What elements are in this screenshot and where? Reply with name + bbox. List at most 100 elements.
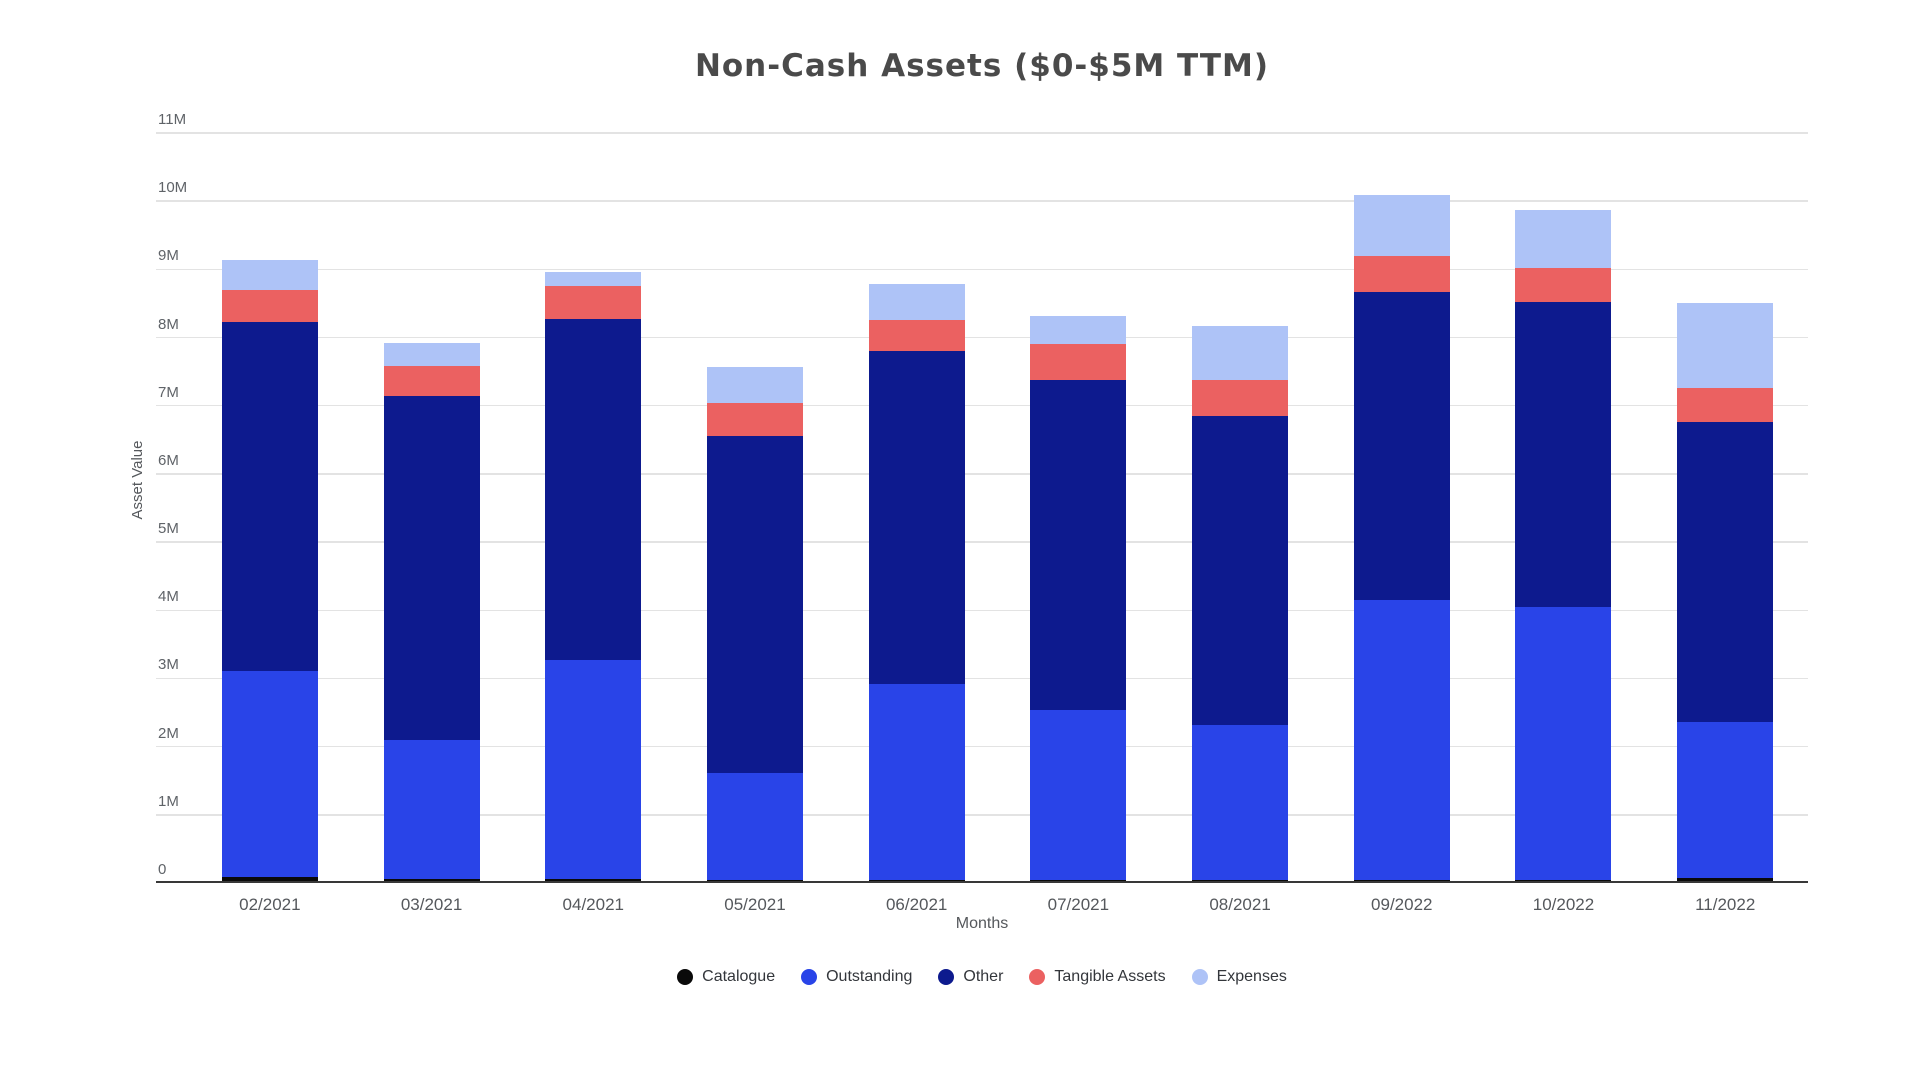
x-axis-tick-labels: 02/2021 03/2021 04/2021 05/2021 06/2021 07/20… [189,895,1806,915]
legend-item-catalogue[interactable]: Catalogue [677,968,775,986]
bar-segment-expenses[interactable] [221,260,318,291]
bar-segment-tangible-assets[interactable] [1677,388,1774,423]
bar-06/2021[interactable] [868,284,965,882]
bar-slot [836,133,998,882]
y-tick-label: 5M [158,520,179,538]
bar-segment-outstanding[interactable] [1515,606,1612,880]
bar-segment-other[interactable] [1515,301,1612,607]
bar-segment-tangible-assets[interactable] [1030,344,1127,381]
bar-slot [1483,133,1645,882]
x-tick-label: 02/2021 [239,895,301,914]
bar-07/2021[interactable] [1030,316,1127,882]
legend-label: Expenses [1216,968,1287,985]
legend-item-expenses[interactable]: Expenses [1191,968,1287,986]
bar-slot [674,133,836,882]
bar-segment-tangible-assets[interactable] [1515,268,1612,302]
y-tick-label: 8M [158,315,179,333]
y-axis-title: Asset Value [129,440,146,520]
bar-segment-expenses[interactable] [706,366,803,403]
legend-item-other[interactable]: Other [938,968,1003,986]
gridline [156,336,1808,339]
bar-segment-outstanding[interactable] [545,659,642,880]
chart-title: Non-Cash Assets ($0-$5M TTM) [694,48,1270,84]
gridline [156,609,1808,612]
bar-segment-outstanding[interactable] [221,670,318,877]
y-tick-label: 2M [158,724,179,742]
legend-swatch-icon [801,969,818,985]
y-tick-label: 1M [158,792,179,810]
gridline [156,268,1808,271]
bar-slot [351,133,513,882]
x-tick-label: 08/2021 [1209,895,1271,914]
gridline [156,473,1808,475]
x-axis-line [156,880,1808,883]
bar-segment-tangible-assets[interactable] [706,402,803,437]
chart-legend: Catalogue Outstanding Other Tangible Assets… [156,968,1808,986]
bar-11/2022[interactable] [1677,303,1774,882]
legend-swatch-icon [1191,969,1208,985]
gridline [156,200,1808,202]
bar-segment-other[interactable] [868,350,965,684]
bar-segment-catalogue[interactable] [221,876,318,882]
bar-segment-tangible-assets[interactable] [383,365,480,396]
legend-swatch-icon [677,969,694,985]
bar-segment-other[interactable] [221,322,318,671]
gridline [156,814,1808,816]
legend-label: Outstanding [826,968,913,985]
legend-item-tangible-assets[interactable]: Tangible Assets [1029,968,1166,986]
bar-segment-tangible-assets[interactable] [1192,380,1289,417]
bar-10/2022[interactable] [1515,209,1612,882]
bar-segment-tangible-assets[interactable] [545,286,642,319]
bar-segment-outstanding[interactable] [1192,725,1289,880]
bar-08/2021[interactable] [1192,325,1289,882]
bar-segment-other[interactable] [383,395,480,741]
x-axis-title: Months [955,915,1009,932]
legend-item-outstanding[interactable]: Outstanding [801,968,912,986]
gridline [156,541,1808,543]
bar-segment-outstanding[interactable] [868,683,965,880]
bar-segment-other[interactable] [1030,380,1127,711]
bar-segment-other[interactable] [1192,416,1289,726]
bar-segment-expenses[interactable] [383,342,480,366]
y-tick-label: 6M [158,451,179,469]
x-tick-label: 09/2022 [1371,895,1433,914]
bar-segment-tangible-assets[interactable] [868,319,965,351]
bar-segment-outstanding[interactable] [1353,599,1450,880]
bar-segment-catalogue[interactable] [1677,877,1774,882]
legend-label: Other [963,968,1004,985]
bar-segment-outstanding[interactable] [1030,710,1127,880]
gridline [156,404,1808,407]
bar-segment-outstanding[interactable] [1677,722,1774,878]
bar-segment-outstanding[interactable] [706,772,803,880]
bar-segment-other[interactable] [545,318,642,660]
x-tick-label: 07/2021 [1047,895,1110,914]
bar-segment-expenses[interactable] [1677,303,1774,389]
bar-09/2022[interactable] [1353,195,1450,882]
bar-segment-tangible-assets[interactable] [221,290,318,323]
bar-segment-expenses[interactable] [868,284,965,320]
bar-segment-expenses[interactable] [1515,209,1612,269]
bar-segment-expenses[interactable] [1353,195,1450,257]
bar-segment-expenses[interactable] [1030,316,1127,345]
bar-segment-other[interactable] [1677,422,1774,723]
bar-slot [998,133,1160,882]
gridline [156,677,1808,680]
y-tick-label: 9M [158,247,179,265]
bar-segment-outstanding[interactable] [383,740,480,880]
bar-segment-other[interactable] [706,436,803,773]
bar-segment-expenses[interactable] [1192,325,1289,381]
bar-04/2021[interactable] [545,271,642,882]
bar-03/2021[interactable] [383,342,480,882]
bar-02/2021[interactable] [221,260,318,882]
x-tick-label: 05/2021 [724,895,786,914]
y-tick-label: 3M [158,656,179,674]
plot-area: 0 1M 2M 3M 4M 5M 6M 7M 8M 9M 10M 11M [156,112,1808,883]
bar-05/2021[interactable] [706,366,803,882]
bar-segment-other[interactable] [1353,292,1450,600]
x-tick-label: 10/2022 [1532,895,1595,914]
bar-segment-tangible-assets[interactable] [1353,256,1450,293]
bar-slot [512,133,674,882]
y-tick-label: 0 [158,861,167,878]
bar-segment-expenses[interactable] [545,271,642,287]
